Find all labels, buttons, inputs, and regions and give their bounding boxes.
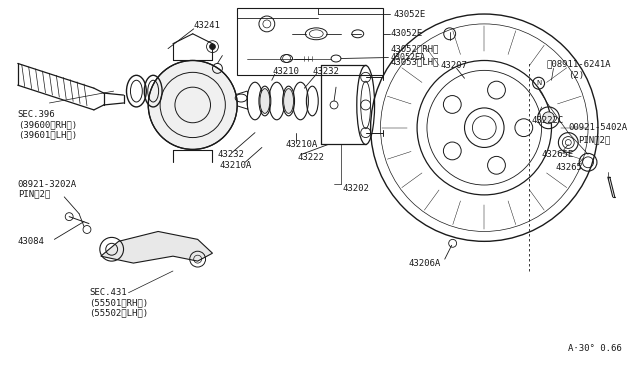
Text: (39601〈LH〉): (39601〈LH〉) [18,130,77,139]
Ellipse shape [543,112,554,124]
Polygon shape [101,231,212,263]
Text: 43052E: 43052E [390,29,422,38]
Text: ⓝ08911-6241A: ⓝ08911-6241A [547,59,611,68]
Text: (39600〈RH〉): (39600〈RH〉) [18,120,77,129]
Text: 43052EA: 43052EA [390,53,426,62]
Text: 43206A: 43206A [408,259,440,267]
Text: 43207: 43207 [441,61,468,70]
Text: 00921-5402A: 00921-5402A [568,123,627,132]
Text: 43084: 43084 [18,237,45,246]
Text: (2): (2) [568,71,584,80]
Text: SEC.396: SEC.396 [18,110,56,119]
Text: (55501〈RH〉): (55501〈RH〉) [89,298,148,307]
Text: 43222C: 43222C [532,116,564,125]
Circle shape [148,61,237,150]
Circle shape [209,44,216,49]
Text: 43052〈RH〉: 43052〈RH〉 [390,44,439,53]
Text: (55502〈LH〉): (55502〈LH〉) [89,308,148,317]
Text: PIN〸2〹: PIN〸2〹 [18,189,50,198]
Text: 43210A: 43210A [220,161,252,170]
Text: 43202: 43202 [343,185,370,193]
Text: 43210A: 43210A [285,140,318,149]
Ellipse shape [284,89,294,113]
Text: 43052E: 43052E [394,10,426,19]
Text: N: N [536,80,541,86]
Text: SEC.431: SEC.431 [89,288,127,297]
Text: 43265E: 43265E [541,150,574,159]
Text: 43210: 43210 [273,67,300,76]
Text: 43241: 43241 [194,22,221,31]
Text: 43222: 43222 [298,153,324,162]
Text: 43053〈LH〉: 43053〈LH〉 [390,57,439,66]
Ellipse shape [260,89,270,113]
Bar [237,8,383,75]
Text: 43232: 43232 [312,67,339,76]
Text: A·30° 0.66: A·30° 0.66 [568,344,622,353]
Text: 08921-3202A: 08921-3202A [18,180,77,189]
Text: 43232: 43232 [218,150,244,159]
Text: PIN〸2〹: PIN〸2〹 [578,135,611,144]
Text: 43265: 43265 [556,163,582,172]
